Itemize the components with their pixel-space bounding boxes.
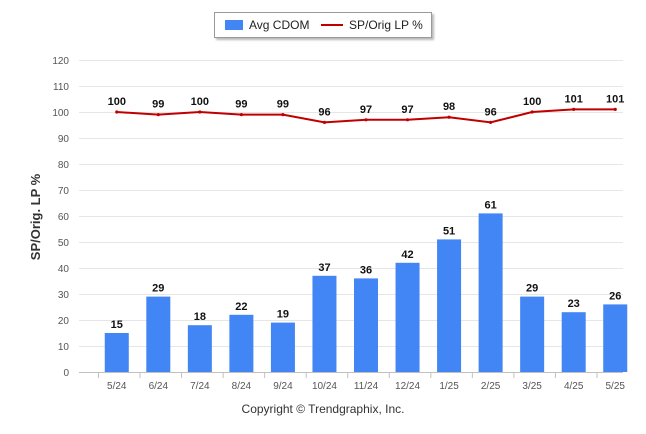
y-axis-title: SP/Orig. LP % (28, 173, 43, 260)
line-point[interactable] (156, 113, 160, 117)
bar[interactable] (270, 322, 295, 372)
line-data-label: 99 (235, 99, 247, 111)
line-series-sp-orig-lp (115, 107, 617, 124)
y-tick-label: 70 (58, 186, 70, 197)
line-point[interactable] (530, 110, 534, 114)
line-point[interactable] (239, 113, 243, 117)
bar[interactable] (603, 304, 628, 372)
legend: Avg CDOM SP/Orig LP % (214, 12, 432, 38)
y-tick-label: 100 (52, 108, 69, 119)
line-point[interactable] (572, 107, 576, 111)
x-tick-label: 5/25 (605, 381, 625, 392)
bar-data-label: 37 (318, 262, 330, 274)
line-point[interactable] (115, 110, 119, 114)
bar[interactable] (229, 314, 254, 372)
line-data-label: 101 (565, 93, 583, 105)
bar[interactable] (312, 275, 337, 372)
line-data-label: 100 (191, 96, 209, 108)
y-tick-label: 110 (53, 82, 69, 93)
bar[interactable] (478, 213, 503, 372)
x-tick-label: 12/24 (395, 381, 420, 392)
bar[interactable] (561, 312, 586, 372)
line-data-label: 98 (443, 101, 455, 113)
bar-data-label: 29 (152, 283, 164, 295)
line-data-label: 97 (360, 104, 372, 116)
line-point[interactable] (447, 115, 451, 119)
line-point[interactable] (489, 120, 493, 124)
y-tick-label: 20 (58, 316, 70, 327)
bar-data-label: 26 (609, 290, 621, 302)
line-data-label: 100 (108, 96, 126, 108)
line-point[interactable] (322, 120, 327, 124)
x-tick-label: 1/25 (439, 381, 459, 392)
y-tick-label: 10 (58, 342, 70, 353)
x-tick-label: 2/25 (481, 381, 501, 392)
bar-data-label: 19 (277, 309, 289, 321)
y-tick-label: 60 (58, 212, 70, 223)
x-tick-label: 9/24 (273, 381, 293, 392)
x-tick-label: 8/24 (232, 381, 252, 392)
legend-line-swatch (321, 24, 343, 26)
line-point[interactable] (613, 107, 617, 111)
line-data-label: 100 (523, 96, 541, 108)
bar[interactable] (146, 296, 171, 372)
bar-data-label: 22 (235, 301, 247, 313)
data-labels: 15 29 18 22 19 37 36 42 51 61 29 23 26 100 99 100 99 99 96… (108, 93, 625, 331)
y-tick-label: 30 (58, 290, 70, 301)
legend-item-avg-cdom[interactable]: Avg CDOM (225, 18, 309, 32)
x-tick-label: 11/24 (354, 381, 379, 392)
y-tick-label: 80 (58, 160, 70, 171)
bar[interactable] (354, 278, 378, 372)
line-data-label: 96 (484, 106, 496, 118)
bar-data-label: 36 (360, 264, 372, 276)
bar[interactable] (187, 325, 212, 372)
x-tick-label: 5/24 (107, 381, 127, 392)
bar-data-label: 15 (111, 319, 123, 331)
bar-data-label: 61 (484, 199, 496, 211)
line-data-label: 99 (152, 99, 164, 111)
bar-data-label: 51 (443, 225, 455, 237)
bar[interactable] (520, 296, 545, 372)
line-data-label: 101 (606, 93, 624, 105)
legend-item-sp-orig-lp[interactable]: SP/Orig LP % (321, 18, 423, 32)
bar-data-label: 29 (526, 283, 538, 295)
y-tick-label: 50 (58, 238, 70, 249)
legend-label-sp-orig-lp: SP/Orig LP % (349, 18, 423, 32)
y-tick-label: 120 (52, 56, 69, 67)
y-tick-label: 0 (63, 368, 69, 379)
bar[interactable] (104, 333, 129, 372)
line-data-label: 97 (401, 104, 413, 116)
bar-data-label: 23 (568, 298, 580, 310)
bar[interactable] (437, 239, 462, 372)
line-point[interactable] (198, 110, 202, 114)
bar-data-label: 18 (194, 311, 206, 323)
x-tick-label: 6/24 (149, 381, 169, 392)
x-tick-label: 3/25 (522, 381, 542, 392)
line-point[interactable] (281, 113, 285, 117)
line-data-label: 99 (277, 99, 289, 111)
x-tick-label: 7/24 (190, 381, 210, 392)
copyright-text: Copyright © Trendgraphix, Inc. (241, 402, 405, 416)
axes: 0 10 20 30 40 50 60 70 80 90 100 110 120 5/24 6/24 7/24… (52, 56, 625, 392)
x-tick-label: 4/25 (564, 381, 584, 392)
y-tick-label: 90 (58, 134, 70, 145)
y-tick-label: 40 (58, 264, 70, 275)
line-point[interactable] (405, 118, 410, 122)
bar[interactable] (395, 262, 420, 372)
legend-label-avg-cdom: Avg CDOM (249, 18, 310, 32)
x-tick-label: 10/24 (312, 381, 337, 392)
bar-data-label: 42 (401, 249, 413, 261)
line-data-label: 96 (318, 106, 330, 118)
legend-bar-swatch (225, 20, 243, 30)
bar-series-avg-cdom (104, 213, 628, 372)
line-point[interactable] (364, 118, 368, 122)
